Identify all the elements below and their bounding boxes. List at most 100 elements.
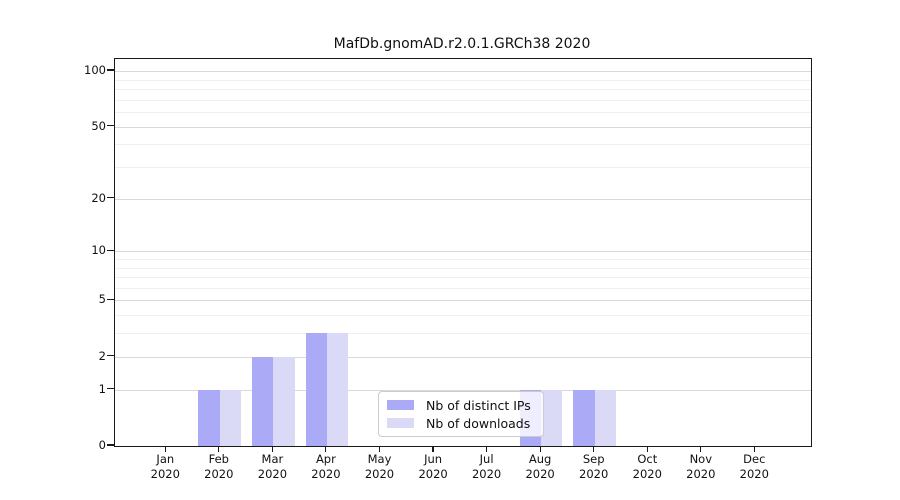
- gridline-minor-7: [115, 277, 811, 278]
- bar-downloads-sep: [594, 389, 617, 446]
- x-tick-apr: [325, 446, 327, 453]
- x-tick-label-jan: Jan 2020: [135, 452, 195, 482]
- gridline-minor-3: [115, 333, 811, 335]
- y-tick-label-50: 50: [91, 118, 106, 133]
- gridline-minor-80: [115, 88, 811, 90]
- x-tick-label-jun: Jun 2020: [403, 452, 463, 482]
- legend-label-downloads: Nb of downloads: [426, 415, 531, 431]
- x-tick-year-sep: 2020: [579, 467, 609, 481]
- gridline-minor-6: [115, 287, 811, 289]
- gridline-major-100: [115, 71, 811, 72]
- bar-distinct-ips-feb: [198, 389, 220, 446]
- x-tick-month-apr: Apr: [315, 452, 336, 466]
- x-tick-year-jun: 2020: [418, 467, 448, 481]
- y-tick-label-1: 1: [98, 381, 106, 396]
- bar-distinct-ips-apr: [305, 333, 327, 446]
- gridline-minor-90: [115, 79, 811, 81]
- x-tick-may: [378, 446, 381, 453]
- plot-area: [114, 58, 812, 447]
- x-tick-month-jul: Jul: [479, 452, 494, 466]
- x-tick-year-aug: 2020: [525, 467, 555, 481]
- x-tick-month-oct: Oct: [637, 452, 658, 466]
- y-tick-label-5: 5: [98, 292, 106, 307]
- bar-distinct-ips-sep: [573, 389, 595, 446]
- y-tick-label-2: 2: [98, 348, 106, 363]
- bar-downloads-apr: [326, 333, 349, 446]
- gridline-minor-8: [115, 267, 811, 269]
- gridline-minor-40: [115, 144, 811, 146]
- x-tick-year-may: 2020: [364, 467, 395, 481]
- bar-downloads-aug: [541, 389, 563, 446]
- x-tick-month-may: May: [367, 452, 392, 466]
- y-tick-0: [107, 444, 114, 446]
- y-tick-1: [107, 388, 114, 390]
- y-tick-5: [107, 298, 114, 300]
- x-tick-year-jul: 2020: [471, 467, 502, 481]
- x-tick-month-aug: Aug: [528, 452, 552, 466]
- y-tick-100: [107, 69, 114, 71]
- x-tick-aug: [539, 446, 541, 453]
- x-tick-month-jan: Jan: [156, 452, 175, 466]
- y-tick-2: [107, 355, 114, 357]
- x-tick-label-feb: Feb 2020: [189, 452, 249, 482]
- y-tick-10: [107, 249, 114, 251]
- x-tick-label-dec: Dec 2020: [724, 452, 784, 482]
- x-tick-year-mar: 2020: [257, 467, 288, 481]
- legend-swatch-distinct-ips: [387, 400, 414, 410]
- gridline-major-5: [115, 300, 811, 302]
- x-tick-month-nov: Nov: [689, 452, 713, 466]
- gridline-minor-70: [115, 99, 811, 101]
- x-tick-month-sep: Sep: [582, 452, 605, 466]
- bar-distinct-ips-mar: [252, 356, 274, 446]
- x-tick-year-nov: 2020: [686, 467, 716, 481]
- chart-title: MafDb.gnomAD.r2.0.1.GRCh38 2020: [333, 36, 591, 52]
- x-tick-oct: [646, 446, 648, 453]
- legend-item-downloads: Nb of downloads: [387, 416, 535, 431]
- x-tick-label-nov: Nov 2020: [671, 452, 731, 482]
- y-tick-50: [107, 124, 114, 127]
- x-tick-label-oct: Oct 2020: [617, 452, 677, 482]
- legend: Nb of distinct IPs Nb of downloads: [378, 391, 544, 437]
- x-tick-year-jan: 2020: [150, 467, 180, 481]
- gridline-minor-9: [115, 258, 811, 260]
- y-tick-20: [107, 197, 114, 199]
- bar-downloads-feb: [219, 389, 242, 446]
- x-tick-jun: [432, 446, 434, 453]
- bar-downloads-mar: [273, 356, 295, 446]
- x-tick-year-apr: 2020: [311, 467, 341, 481]
- x-tick-month-mar: Mar: [261, 452, 284, 466]
- y-tick-label-100: 100: [84, 63, 106, 77]
- legend-label-distinct-ips: Nb of distinct IPs: [426, 397, 531, 413]
- x-tick-dec: [753, 446, 755, 453]
- x-tick-jul: [486, 446, 488, 453]
- x-tick-sep: [593, 446, 595, 453]
- x-tick-label-may: May 2020: [350, 452, 410, 482]
- y-tick-label-20: 20: [91, 190, 106, 205]
- y-tick-label-10: 10: [91, 243, 106, 258]
- x-tick-label-aug: Aug 2020: [510, 452, 570, 482]
- x-tick-year-oct: 2020: [632, 467, 662, 481]
- x-tick-nov: [700, 446, 702, 453]
- gridline-major-20: [115, 198, 811, 200]
- gridline-major-1: [115, 389, 811, 391]
- x-tick-label-sep: Sep 2020: [564, 452, 624, 482]
- x-tick-mar: [271, 446, 273, 453]
- x-tick-month-jun: Jun: [424, 452, 443, 466]
- x-tick-feb: [218, 446, 220, 453]
- legend-item-distinct-ips: Nb of distinct IPs: [387, 398, 535, 413]
- x-tick-jan: [164, 446, 166, 453]
- gridline-major-2: [115, 356, 811, 358]
- x-tick-month-dec: Dec: [743, 452, 766, 466]
- x-tick-label-apr: Apr 2020: [296, 452, 356, 482]
- gridline-minor-60: [115, 112, 811, 113]
- gridline-major-50: [115, 126, 811, 128]
- gridline-minor-30: [115, 167, 811, 168]
- x-tick-month-feb: Feb: [208, 452, 229, 466]
- x-tick-year-feb: 2020: [204, 467, 234, 481]
- y-tick-label-0: 0: [98, 438, 106, 452]
- x-tick-year-dec: 2020: [739, 467, 769, 481]
- gridline-minor-4: [115, 315, 811, 317]
- gridline-major-10: [115, 251, 811, 253]
- x-tick-label-mar: Mar 2020: [242, 452, 302, 482]
